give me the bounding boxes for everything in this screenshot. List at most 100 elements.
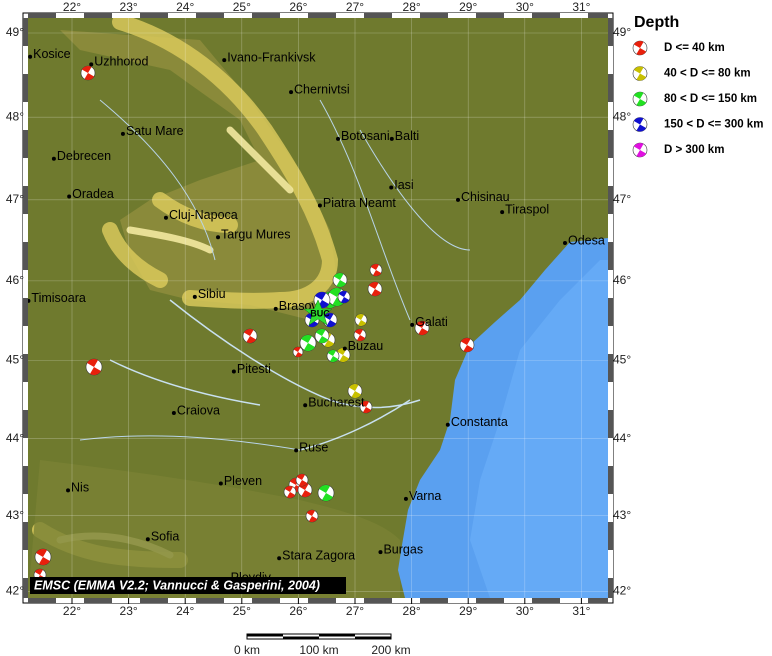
frame-segment	[476, 598, 504, 603]
mountain-ridge	[32, 18, 339, 568]
beachball-quadrant	[305, 313, 319, 327]
x-tick-label-top: 24°	[176, 0, 194, 14]
city-label: Burgas	[383, 542, 423, 556]
y-tick-label: 45°	[6, 353, 24, 367]
y-tick-label-right: 42°	[613, 584, 631, 598]
beachball-quadrant	[354, 329, 366, 341]
frame-segment	[608, 242, 613, 270]
frame-segment	[23, 74, 28, 102]
city-dot	[231, 369, 236, 374]
city-dot	[277, 556, 282, 561]
city-label: Piatra Neamt	[323, 196, 396, 210]
x-tick-label: 28°	[403, 604, 421, 618]
city-dot	[145, 537, 150, 542]
frame-segment	[504, 598, 532, 603]
x-tick-label-top: 28°	[403, 0, 421, 14]
frame-segment	[608, 326, 613, 354]
city-dot	[28, 54, 33, 59]
frame-segment	[608, 410, 613, 438]
frame-segment	[196, 598, 224, 603]
city-dot	[562, 240, 567, 245]
city-dot	[51, 156, 56, 161]
x-tick-label-top: 26°	[289, 0, 307, 14]
frame-segment	[224, 598, 252, 603]
beachball-quadrant	[338, 291, 350, 303]
city-label: Uzhhorod	[94, 55, 148, 69]
city-dot	[445, 422, 450, 427]
y-tick-label-right: 46°	[613, 273, 631, 287]
city-label: Debrecen	[57, 149, 111, 163]
x-tick-label: 31°	[572, 604, 590, 618]
frame-segment	[280, 13, 308, 18]
frame-segment	[23, 298, 28, 326]
frame-segment	[420, 13, 448, 18]
frame-segment	[252, 13, 280, 18]
frame-segment	[23, 410, 28, 438]
scale-bar-segment	[247, 634, 283, 637]
balkan-relief	[28, 460, 400, 598]
x-tick-label: 22°	[63, 604, 81, 618]
frame-segment	[476, 13, 504, 18]
frame-segment	[392, 598, 420, 603]
city-label: Chernivtsi	[294, 82, 350, 96]
y-tick-label: 49°	[6, 25, 24, 39]
beachball-quadrant	[327, 350, 339, 362]
city-label: Cluj-Napoca	[169, 208, 238, 222]
frame-segment	[23, 18, 28, 46]
x-tick-label-top: 27°	[346, 0, 364, 14]
beachball-quadrant	[315, 329, 329, 343]
frame-segment	[608, 578, 613, 598]
frame-segment	[608, 74, 613, 102]
city-label: Ivano-Frankivsk	[227, 50, 316, 64]
frame-segment	[608, 382, 613, 410]
beachball-quadrant	[415, 321, 429, 335]
frame-segment	[23, 46, 28, 74]
x-tick-label-top: 30°	[516, 0, 534, 14]
city-dot	[66, 488, 71, 493]
city-label: Pleven	[224, 474, 262, 488]
sea-depth	[470, 260, 608, 598]
ticks: 22° 22° 23° 23° 24° 24° 25° 25° 26° 26° 27° 27° 28° 2…	[6, 0, 632, 618]
scale-bar-segment	[319, 634, 355, 637]
beachball-quadrant	[284, 486, 296, 498]
scale-label: 100 km	[299, 643, 338, 656]
frame-segment	[608, 130, 613, 158]
legend-label: 80 < D <= 150 km	[664, 93, 757, 105]
city-label: Satu Mare	[126, 124, 184, 138]
frame-segment	[608, 466, 613, 494]
city-dot	[89, 62, 94, 67]
x-tick-label-top: 25°	[233, 0, 251, 14]
city-dot	[192, 294, 197, 299]
y-tick-label: 43°	[6, 508, 24, 522]
frame-segment	[23, 326, 28, 354]
city-dot	[410, 322, 415, 327]
y-tick-label-right: 45°	[613, 353, 631, 367]
frame-segment	[23, 214, 28, 242]
city-dot	[222, 58, 227, 63]
frame-segment	[23, 186, 28, 214]
city-dot	[218, 481, 223, 486]
y-tick-label: 48°	[6, 109, 24, 123]
frame-segment	[608, 354, 613, 382]
x-tick-label: 30°	[516, 604, 534, 618]
city-label: Galati	[415, 315, 448, 329]
frame-segment	[608, 270, 613, 298]
frame-segment	[608, 298, 613, 326]
frame-segment	[196, 13, 224, 18]
city-label: Craiova	[177, 403, 220, 417]
beachball-quadrant	[301, 335, 315, 351]
beachball-quadrant	[293, 347, 303, 357]
legend: Depth D <= 40 km 40 < D <= 80 km 80 < D <=…	[632, 14, 763, 158]
frame-segment	[56, 598, 84, 603]
legend-label: 40 < D <= 80 km	[664, 68, 751, 80]
legend-symbol-quadrant	[633, 117, 647, 132]
frame-segment	[252, 598, 280, 603]
beachball-quadrant	[319, 485, 333, 501]
x-tick-label-top: 29°	[459, 0, 477, 14]
river	[109, 299, 421, 451]
frame-segment	[28, 598, 56, 603]
beachball-quadrant	[460, 338, 474, 352]
frame-segment	[420, 598, 448, 603]
city-dot	[317, 203, 322, 208]
legend-symbol-quadrant	[633, 92, 647, 106]
